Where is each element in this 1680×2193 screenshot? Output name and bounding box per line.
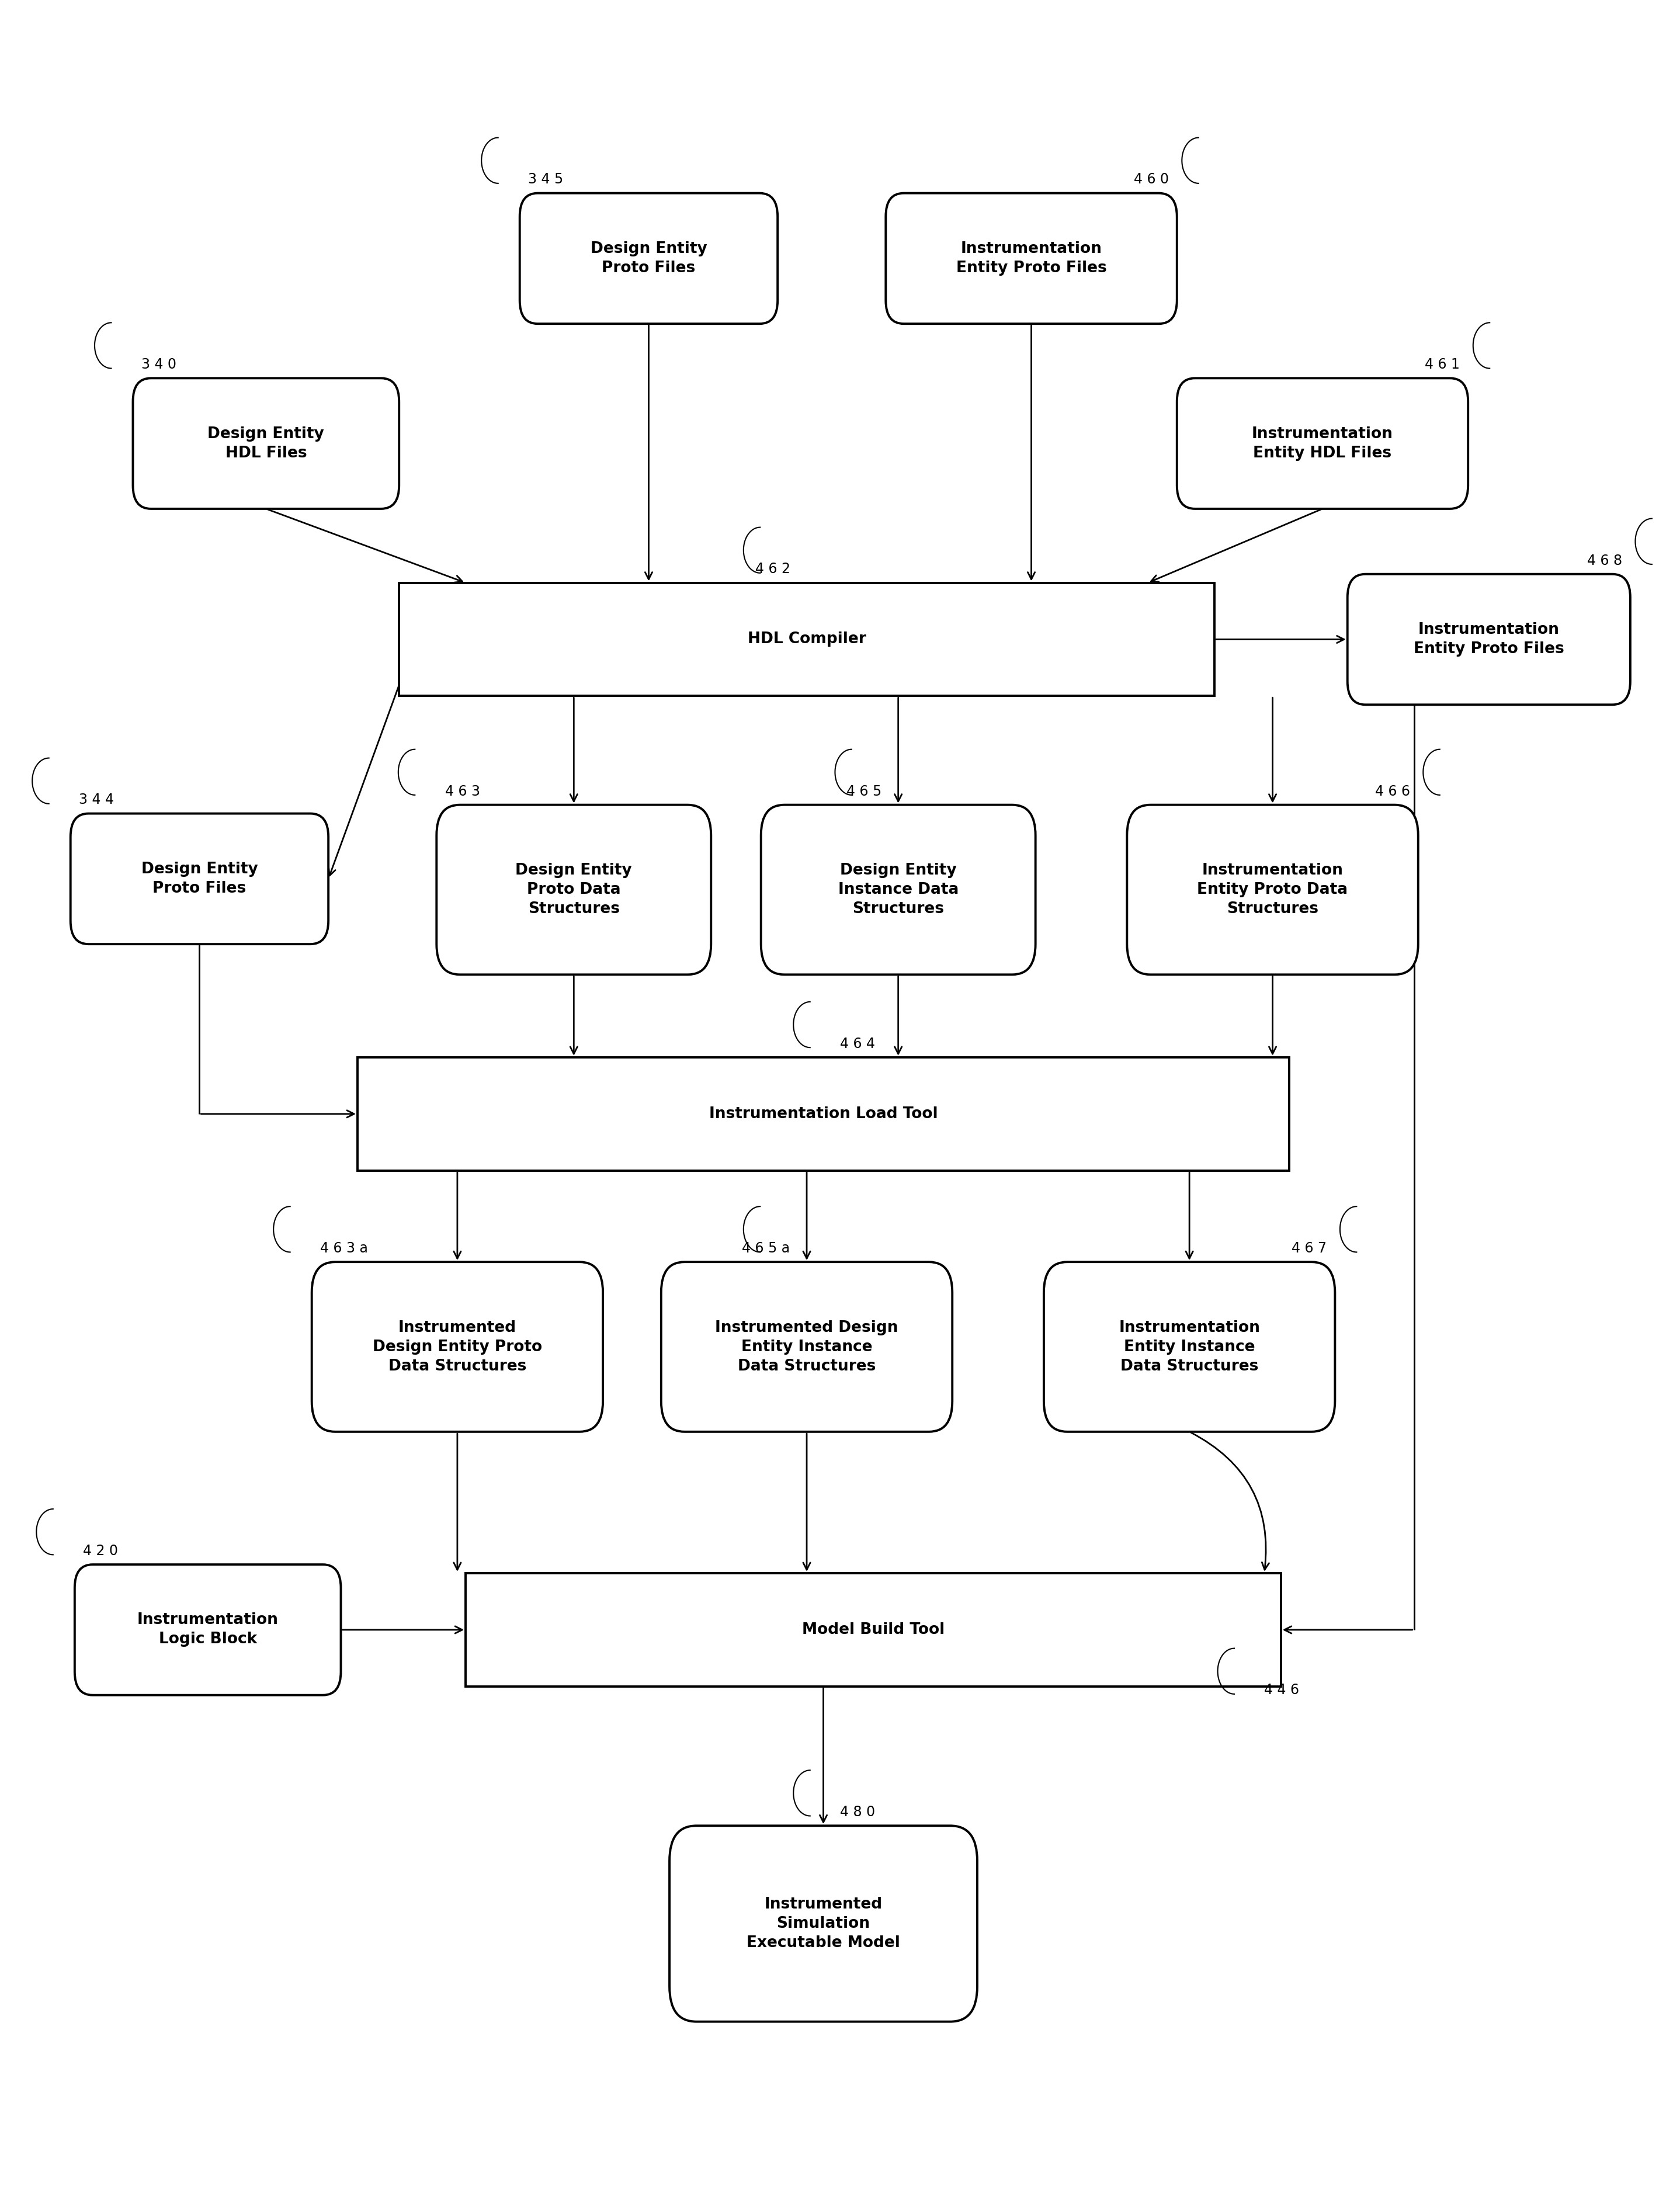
FancyBboxPatch shape: [312, 1261, 603, 1432]
Text: 4 6 5: 4 6 5: [847, 785, 882, 798]
Text: 4 6 5 a: 4 6 5 a: [743, 1241, 790, 1254]
FancyBboxPatch shape: [400, 583, 1215, 695]
FancyBboxPatch shape: [71, 814, 328, 945]
FancyBboxPatch shape: [437, 805, 711, 974]
Text: Instrumented
Simulation
Executable Model: Instrumented Simulation Executable Model: [746, 1897, 900, 1950]
Text: Instrumented Design
Entity Instance
Data Structures: Instrumented Design Entity Instance Data…: [716, 1320, 899, 1373]
Text: Instrumentation
Entity Proto Files: Instrumentation Entity Proto Files: [1413, 623, 1564, 656]
FancyBboxPatch shape: [885, 193, 1178, 325]
Text: Instrumentation
Entity Proto Files: Instrumentation Entity Proto Files: [956, 241, 1107, 276]
FancyBboxPatch shape: [1347, 575, 1630, 704]
Text: 3 4 0: 3 4 0: [141, 357, 176, 371]
Text: Design Entity
HDL Files: Design Entity HDL Files: [208, 425, 324, 461]
Text: 4 6 2: 4 6 2: [754, 561, 790, 577]
FancyBboxPatch shape: [1127, 805, 1418, 974]
Text: 3 4 4: 3 4 4: [79, 794, 114, 807]
FancyBboxPatch shape: [761, 805, 1035, 974]
Text: 4 6 1: 4 6 1: [1425, 357, 1460, 371]
FancyBboxPatch shape: [1178, 377, 1468, 509]
Text: Design Entity
Proto Files: Design Entity Proto Files: [590, 241, 707, 276]
FancyBboxPatch shape: [133, 377, 400, 509]
FancyBboxPatch shape: [465, 1572, 1280, 1686]
FancyBboxPatch shape: [519, 193, 778, 325]
Text: Instrumented
Design Entity Proto
Data Structures: Instrumented Design Entity Proto Data St…: [373, 1320, 543, 1373]
Text: 4 6 7: 4 6 7: [1292, 1241, 1327, 1254]
FancyBboxPatch shape: [662, 1261, 953, 1432]
Text: 4 6 6: 4 6 6: [1374, 785, 1410, 798]
Text: Design Entity
Instance Data
Structures: Design Entity Instance Data Structures: [838, 862, 959, 917]
Text: 4 2 0: 4 2 0: [82, 1544, 118, 1557]
Text: 4 6 3 a: 4 6 3 a: [321, 1241, 368, 1254]
Text: Design Entity
Proto Files: Design Entity Proto Files: [141, 862, 257, 897]
FancyBboxPatch shape: [669, 1827, 978, 2022]
Text: 4 6 0: 4 6 0: [1134, 173, 1169, 186]
Text: HDL Compiler: HDL Compiler: [748, 632, 865, 647]
FancyBboxPatch shape: [74, 1564, 341, 1695]
Text: 4 6 4: 4 6 4: [840, 1037, 875, 1050]
Text: Instrumentation
Logic Block: Instrumentation Logic Block: [138, 1612, 279, 1647]
FancyBboxPatch shape: [358, 1057, 1289, 1171]
Text: 4 6 3: 4 6 3: [445, 785, 480, 798]
FancyBboxPatch shape: [1043, 1261, 1336, 1432]
Text: Instrumentation
Entity Proto Data
Structures: Instrumentation Entity Proto Data Struct…: [1198, 862, 1347, 917]
Text: Model Build Tool: Model Build Tool: [801, 1623, 944, 1638]
Text: Design Entity
Proto Data
Structures: Design Entity Proto Data Structures: [516, 862, 632, 917]
Text: Instrumentation Load Tool: Instrumentation Load Tool: [709, 1105, 937, 1121]
Text: 4 6 8: 4 6 8: [1588, 553, 1621, 568]
Text: Instrumentation
Entity HDL Files: Instrumentation Entity HDL Files: [1252, 425, 1393, 461]
Text: 3 4 5: 3 4 5: [528, 173, 563, 186]
Text: 4 8 0: 4 8 0: [840, 1805, 875, 1820]
Text: 4 4 6: 4 4 6: [1265, 1684, 1299, 1697]
Text: Instrumentation
Entity Instance
Data Structures: Instrumentation Entity Instance Data Str…: [1119, 1320, 1260, 1373]
